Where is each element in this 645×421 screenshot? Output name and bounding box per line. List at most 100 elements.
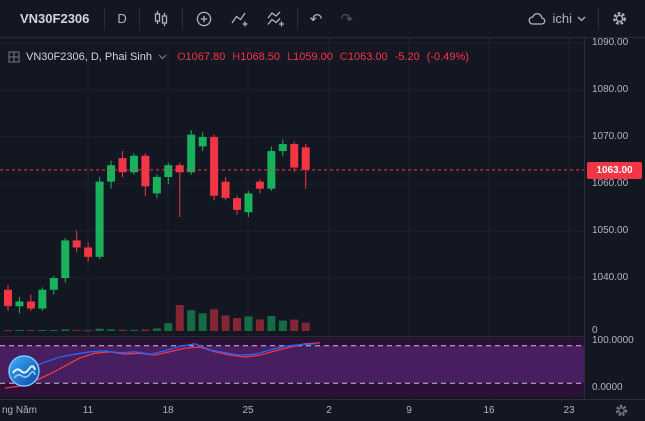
top-toolbar: VN30F2306 D (0, 0, 645, 38)
volume-bar (141, 329, 150, 331)
volume-bar (152, 328, 161, 331)
chart-style-button[interactable] (143, 5, 179, 33)
time-axis[interactable]: ng Năm 11 18 25 2 9 16 23 (0, 399, 645, 421)
compare-add-button[interactable] (186, 5, 222, 33)
d-line (4, 342, 321, 389)
candle-body (129, 155, 138, 173)
price-axis-label: 1070.00 (592, 131, 629, 142)
price-axis-label: 1090.00 (592, 37, 629, 48)
time-axis-label: ng Năm (2, 405, 38, 416)
chevron-down-icon (577, 16, 586, 22)
candle-body (164, 165, 173, 177)
volume-bar (187, 310, 196, 331)
broker-logo[interactable] (7, 354, 41, 393)
gear-icon (614, 403, 629, 418)
toolbar-separator (104, 7, 106, 30)
price-axis-label: 1060.00 (592, 178, 629, 189)
cloud-icon (528, 11, 547, 27)
volume-bar (255, 319, 264, 331)
volume-bar (278, 320, 287, 331)
candle-body (49, 278, 58, 290)
volume-bar (49, 330, 58, 331)
price-axis[interactable]: 1063.00 0 100.0000 0.0000 1090.00 1080.00… (584, 37, 645, 399)
wave-logo-icon (8, 355, 40, 387)
candle-body (221, 181, 230, 199)
candle-body (61, 240, 70, 278)
indicator-axis-top: 100.0000 (592, 335, 634, 346)
candle-body (118, 158, 127, 173)
candlestick-chart[interactable] (0, 38, 584, 399)
candle-body (290, 144, 299, 168)
candle-body (38, 289, 47, 309)
time-axis-label: 25 (242, 405, 254, 416)
indicator-templates-button[interactable] (258, 5, 294, 33)
indicator-axis-bottom: 0.0000 (592, 382, 623, 393)
symbol-button[interactable]: VN30F2306 (8, 5, 101, 33)
cloud-button-label: ichi (552, 11, 572, 26)
time-axis-label: 2 (326, 405, 332, 416)
volume-bar (244, 316, 253, 331)
volume-bar (290, 319, 299, 331)
candle-body (4, 289, 12, 307)
multi-line-plus-icon (267, 10, 285, 28)
price-axis-label: 1040.00 (592, 272, 629, 283)
undo-icon: ↶ (309, 10, 323, 28)
indicator-line-plus-icon (231, 10, 249, 28)
time-axis-settings-button[interactable] (614, 403, 629, 418)
circle-plus-icon (195, 10, 213, 28)
candle-body (278, 144, 287, 152)
candle-body (301, 147, 310, 170)
last-price-label: 1063.00 (587, 161, 642, 179)
volume-bar (107, 329, 116, 331)
candle-body (198, 137, 207, 147)
candle-body (26, 301, 35, 309)
chart-wrap: VN30F2306, D, Phai Sinh O 1067.80 H 1068.5… (0, 37, 645, 399)
candle-body (175, 165, 184, 173)
volume-bar (15, 330, 24, 331)
candle-body (107, 165, 116, 182)
toolbar-right-group: ichi (519, 0, 637, 37)
candle-body (141, 155, 150, 187)
volume-bar (84, 330, 93, 331)
candlestick-icon (152, 10, 170, 28)
candle-body (210, 137, 219, 196)
candle-body (187, 134, 196, 173)
toolbar-separator (138, 7, 140, 30)
volume-bar (129, 329, 138, 331)
candle-body (244, 193, 253, 213)
toolbar-separator (181, 7, 183, 30)
undo-button[interactable]: ↶ (301, 5, 332, 33)
cloud-indicator-button[interactable]: ichi (519, 5, 595, 33)
k-line (29, 343, 316, 369)
time-axis-label: 11 (82, 405, 94, 416)
settings-button[interactable] (602, 5, 637, 33)
volume-bar (72, 329, 81, 331)
volume-bar (267, 315, 276, 331)
redo-button[interactable]: ↷ (331, 5, 362, 33)
volume-axis-zero: 0 (592, 325, 598, 336)
volume-bar (221, 315, 230, 331)
indicator-band (0, 345, 584, 384)
volume-bar (95, 328, 104, 331)
volume-bar (198, 313, 207, 331)
candle-body (233, 198, 241, 210)
redo-icon: ↷ (340, 10, 353, 28)
time-axis-label: 23 (563, 405, 575, 416)
chart-area[interactable]: VN30F2306, D, Phai Sinh O 1067.80 H 1068.5… (0, 38, 584, 399)
indicators-button[interactable] (222, 5, 258, 33)
volume-bar (118, 329, 127, 331)
volume-bar (164, 323, 173, 331)
toolbar-left-group: VN30F2306 D (8, 0, 362, 37)
time-axis-label: 16 (483, 405, 495, 416)
candle-body (84, 247, 93, 257)
volume-bar (4, 330, 12, 331)
time-axis-label: 18 (162, 405, 174, 416)
volume-bar (61, 329, 70, 331)
toolbar-separator (296, 7, 298, 30)
candle-body (255, 181, 264, 189)
price-axis-label: 1050.00 (592, 225, 629, 236)
volume-bar (210, 309, 219, 331)
toolbar-separator (598, 7, 599, 30)
interval-button[interactable]: D (108, 5, 135, 33)
volume-bar (38, 330, 47, 331)
